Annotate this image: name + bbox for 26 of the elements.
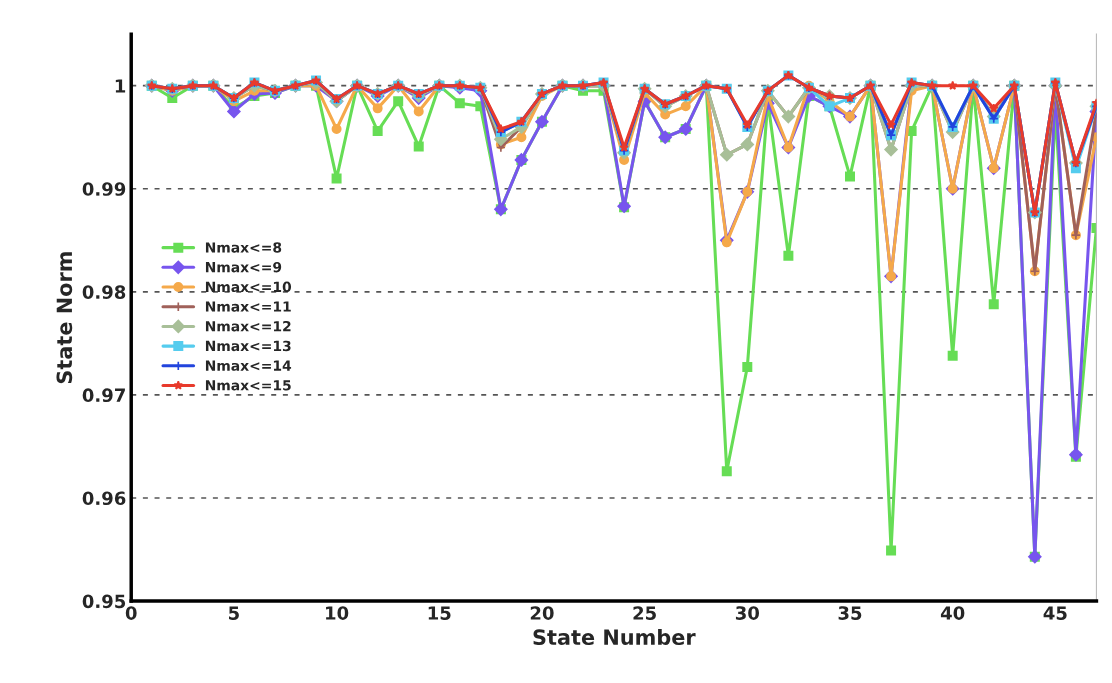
y-tick-label: 0.97	[82, 388, 125, 403]
legend-label: Nmax<=12	[205, 320, 291, 332]
y-tick-label: 0.99	[82, 182, 126, 196]
x-tick-label: 10	[326, 606, 349, 620]
y-axis-title: State Norm	[56, 252, 73, 384]
x-tick-label: 35	[838, 606, 862, 620]
legend-label: Nmax<=9	[205, 261, 282, 273]
y-tick-label: 0.98	[82, 285, 126, 299]
legend-label: Nmax<=11	[205, 301, 291, 312]
legend-label: Nmax<=15	[205, 380, 291, 391]
legend-label: Nmax<=10	[205, 281, 292, 293]
x-tick-label: 20	[530, 606, 554, 620]
legend-label: Nmax<=13	[205, 340, 291, 352]
y-tick-label: 1	[115, 79, 126, 93]
y-tick-label: 0.95	[82, 594, 126, 609]
legend-label: Nmax<=8	[205, 242, 282, 253]
legend-label: Nmax<=14	[205, 360, 292, 371]
x-tick-label: 45	[1043, 606, 1067, 620]
x-tick-label: 25	[633, 606, 656, 620]
x-tick-label: 5	[229, 606, 239, 620]
x-tick-label: 15	[428, 606, 451, 620]
x-tick-label: 40	[940, 606, 965, 620]
x-tick-label: 0	[125, 606, 137, 620]
y-tick-label: 0.96	[82, 491, 126, 506]
x-axis-title: State Number	[533, 628, 696, 646]
x-tick-label: 30	[735, 606, 760, 620]
